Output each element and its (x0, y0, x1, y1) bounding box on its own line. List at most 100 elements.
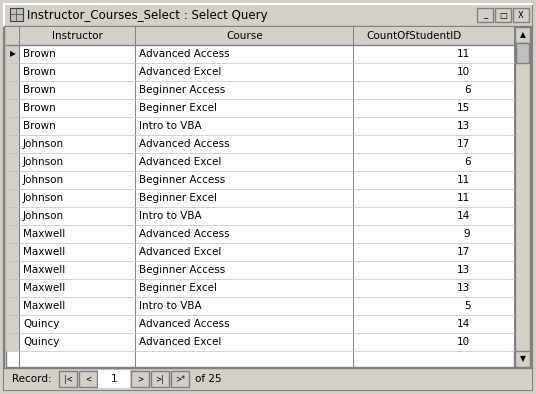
FancyBboxPatch shape (4, 4, 532, 26)
FancyBboxPatch shape (6, 81, 514, 99)
Text: Intro to VBA: Intro to VBA (139, 121, 202, 131)
Text: 9: 9 (464, 229, 471, 239)
Text: 10: 10 (457, 337, 471, 347)
Text: Brown: Brown (23, 67, 56, 77)
Text: Advanced Excel: Advanced Excel (139, 337, 222, 347)
FancyBboxPatch shape (6, 171, 514, 189)
FancyBboxPatch shape (6, 117, 514, 135)
FancyBboxPatch shape (6, 261, 514, 279)
Text: >|: >| (155, 375, 165, 383)
Text: Intro to VBA: Intro to VBA (139, 211, 202, 221)
FancyBboxPatch shape (6, 315, 19, 333)
FancyBboxPatch shape (6, 63, 514, 81)
FancyBboxPatch shape (6, 279, 514, 297)
Text: 11: 11 (457, 193, 471, 203)
Text: 14: 14 (457, 211, 471, 221)
Text: Maxwell: Maxwell (23, 301, 65, 311)
Text: Quincy: Quincy (23, 319, 59, 329)
Text: Intro to VBA: Intro to VBA (139, 301, 202, 311)
FancyBboxPatch shape (6, 333, 19, 351)
FancyBboxPatch shape (6, 81, 19, 99)
FancyBboxPatch shape (6, 135, 19, 153)
Text: 17: 17 (457, 247, 471, 257)
Text: Johnson: Johnson (23, 157, 64, 167)
Text: CountOfStudentID: CountOfStudentID (366, 31, 461, 41)
Text: of 25: of 25 (195, 374, 221, 384)
Text: <: < (85, 375, 91, 383)
FancyBboxPatch shape (6, 297, 514, 315)
Text: _: _ (483, 11, 487, 19)
FancyBboxPatch shape (6, 171, 19, 189)
Text: >*: >* (175, 375, 185, 383)
Text: Maxwell: Maxwell (23, 283, 65, 293)
FancyBboxPatch shape (99, 371, 129, 387)
Text: 17: 17 (457, 139, 471, 149)
FancyBboxPatch shape (131, 371, 149, 387)
Text: Beginner Excel: Beginner Excel (139, 103, 217, 113)
Text: Advanced Excel: Advanced Excel (139, 247, 222, 257)
Text: □: □ (499, 11, 507, 19)
Text: ▶: ▶ (10, 50, 16, 58)
FancyBboxPatch shape (6, 279, 19, 297)
FancyBboxPatch shape (477, 8, 493, 22)
FancyBboxPatch shape (6, 315, 514, 333)
Text: 11: 11 (457, 49, 471, 59)
FancyBboxPatch shape (6, 153, 19, 171)
Text: Instructor: Instructor (52, 31, 102, 41)
FancyBboxPatch shape (4, 4, 532, 390)
FancyBboxPatch shape (6, 135, 514, 153)
FancyBboxPatch shape (6, 189, 19, 207)
Text: Brown: Brown (23, 49, 56, 59)
Text: 6: 6 (464, 85, 471, 95)
Text: 13: 13 (457, 265, 471, 275)
FancyBboxPatch shape (516, 43, 529, 63)
Text: Record:: Record: (12, 374, 51, 384)
FancyBboxPatch shape (515, 27, 530, 43)
Text: Brown: Brown (23, 103, 56, 113)
FancyBboxPatch shape (151, 371, 169, 387)
Text: Advanced Access: Advanced Access (139, 319, 230, 329)
Text: 15: 15 (457, 103, 471, 113)
FancyBboxPatch shape (6, 189, 514, 207)
FancyBboxPatch shape (515, 27, 530, 367)
FancyBboxPatch shape (6, 333, 514, 351)
FancyBboxPatch shape (6, 63, 19, 81)
FancyBboxPatch shape (6, 207, 514, 225)
FancyBboxPatch shape (4, 368, 532, 390)
Text: ▼: ▼ (519, 355, 525, 364)
Text: Course: Course (226, 31, 263, 41)
FancyBboxPatch shape (513, 8, 529, 22)
Text: Johnson: Johnson (23, 211, 64, 221)
Text: 14: 14 (457, 319, 471, 329)
FancyBboxPatch shape (6, 27, 514, 45)
Text: 13: 13 (457, 283, 471, 293)
FancyBboxPatch shape (6, 99, 19, 117)
Text: 1: 1 (111, 374, 117, 384)
Text: 13: 13 (457, 121, 471, 131)
Text: |<: |< (64, 375, 72, 383)
FancyBboxPatch shape (59, 371, 77, 387)
FancyBboxPatch shape (6, 225, 514, 243)
FancyBboxPatch shape (6, 243, 514, 261)
Text: Maxwell: Maxwell (23, 229, 65, 239)
FancyBboxPatch shape (10, 8, 23, 21)
Text: ▲: ▲ (519, 30, 525, 39)
Text: Johnson: Johnson (23, 193, 64, 203)
Text: Beginner Excel: Beginner Excel (139, 283, 217, 293)
Text: Beginner Access: Beginner Access (139, 175, 226, 185)
FancyBboxPatch shape (6, 297, 19, 315)
FancyBboxPatch shape (6, 225, 19, 243)
Text: Beginner Access: Beginner Access (139, 85, 226, 95)
FancyBboxPatch shape (6, 45, 19, 63)
Text: Johnson: Johnson (23, 175, 64, 185)
FancyBboxPatch shape (6, 243, 19, 261)
Text: Beginner Access: Beginner Access (139, 265, 226, 275)
FancyBboxPatch shape (6, 27, 514, 367)
Text: Brown: Brown (23, 85, 56, 95)
Text: 5: 5 (464, 301, 471, 311)
FancyBboxPatch shape (171, 371, 189, 387)
FancyBboxPatch shape (6, 45, 514, 63)
Text: Johnson: Johnson (23, 139, 64, 149)
FancyBboxPatch shape (6, 99, 514, 117)
Text: 11: 11 (457, 175, 471, 185)
